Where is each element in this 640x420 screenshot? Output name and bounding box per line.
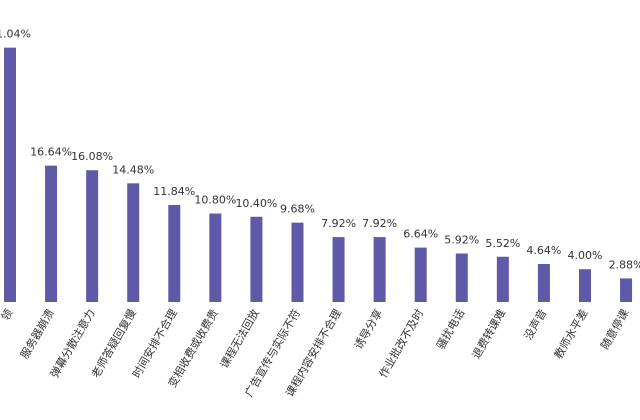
value-label: 10.80% — [194, 194, 236, 207]
value-label: 9.68% — [280, 203, 315, 216]
bar — [291, 222, 304, 302]
bar — [127, 183, 140, 302]
x-tick-label: 骚扰电话 — [433, 307, 467, 352]
bar — [455, 253, 468, 302]
x-tick-label: 老师答疑回复慢 — [88, 307, 139, 381]
x-tick-label: 作业批改不及时 — [376, 307, 427, 381]
bar — [578, 269, 591, 302]
bar — [620, 278, 633, 302]
x-tick-label: 领 — [0, 307, 16, 323]
value-label: 4.00% — [568, 249, 603, 262]
x-tick-label: 服务器崩溃 — [17, 307, 57, 362]
x-tick-label: 时间安排不合理 — [129, 307, 180, 381]
value-label: 5.92% — [444, 233, 479, 246]
x-tick-label: 随意停课 — [598, 307, 632, 352]
bar — [4, 47, 16, 303]
value-label: 10.40% — [235, 197, 277, 210]
bar — [373, 237, 386, 302]
value-label: 5.52% — [485, 237, 520, 250]
x-tick-label: 退费转课难 — [469, 306, 509, 361]
bar — [209, 213, 222, 302]
bar — [414, 247, 427, 302]
value-label: 16.08% — [71, 150, 113, 163]
bar — [537, 263, 550, 302]
bar — [332, 237, 345, 302]
bar — [496, 256, 509, 302]
x-tick-label: 弹幕分散注意力 — [47, 307, 98, 381]
value-label: 4.64% — [526, 244, 561, 257]
bar — [45, 165, 58, 302]
x-tick-label: 教师水平差 — [551, 307, 591, 362]
x-tick-label: 没声音 — [521, 307, 550, 343]
x-tick-label: 课程无法回放 — [217, 307, 262, 371]
value-label: 2.88% — [609, 258, 640, 271]
bar — [168, 204, 181, 302]
value-label: 16.64% — [30, 146, 72, 159]
x-tick-label: 诱导分享 — [351, 307, 385, 352]
value-label: 31.04% — [0, 28, 31, 41]
bar — [250, 216, 263, 302]
value-label: 7.92% — [362, 217, 397, 230]
bar — [86, 170, 99, 302]
value-label: 6.64% — [403, 228, 438, 241]
value-label: 14.48% — [112, 163, 154, 176]
value-label: 11.84% — [153, 185, 195, 198]
value-label: 7.92% — [321, 217, 356, 230]
